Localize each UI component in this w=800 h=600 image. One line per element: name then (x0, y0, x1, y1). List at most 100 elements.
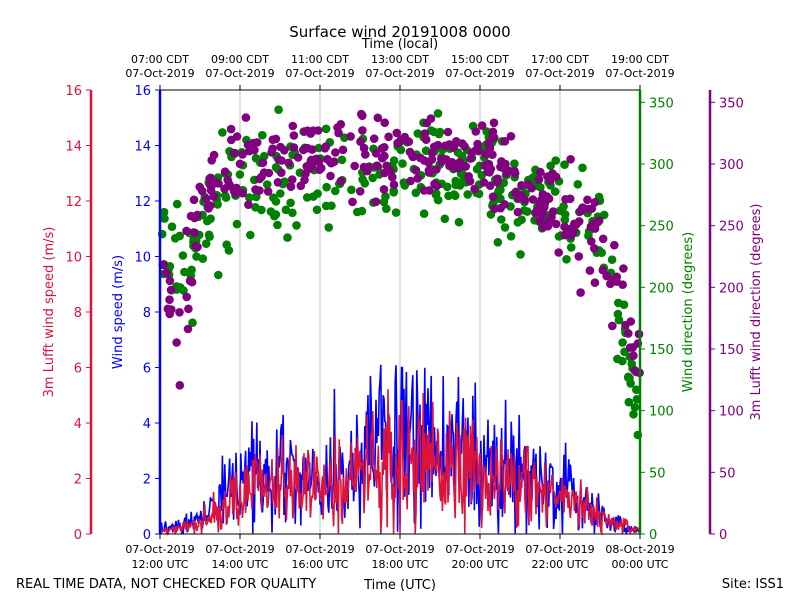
direction-point (523, 207, 532, 216)
direction-point (178, 251, 188, 260)
direction-point (324, 223, 334, 232)
wind-direction-axis-tick-label: 50 (649, 466, 666, 481)
bottom-tick-date: 07-Oct-2019 (445, 543, 514, 556)
direction-point (371, 197, 381, 206)
direction-point (608, 321, 617, 331)
direction-point (451, 180, 461, 190)
direction-point (159, 207, 169, 217)
direction-point (624, 397, 634, 407)
bottom-tick-time: 12:00 UTC (131, 558, 188, 571)
direction-point (302, 193, 312, 202)
lufft-speed-axis-tick-label: 14 (65, 140, 82, 155)
direction-point (180, 267, 189, 277)
direction-point (264, 168, 274, 178)
direction-point (277, 168, 286, 177)
direction-point (258, 130, 267, 140)
direction-point (274, 155, 283, 164)
bottom-tick-time: 22:00 UTC (531, 558, 588, 571)
direction-point (176, 283, 185, 292)
direction-point (587, 237, 596, 246)
direction-point (574, 252, 584, 261)
direction-point (268, 144, 277, 153)
direction-point (484, 139, 493, 148)
direction-point (506, 132, 516, 141)
direction-point (266, 207, 276, 216)
direction-point (189, 195, 199, 205)
top-tick-date: 07-Oct-2019 (605, 67, 674, 80)
direction-point (322, 182, 331, 192)
direction-point (454, 217, 464, 227)
wind-direction-axis-tick-label: 350 (649, 96, 674, 111)
direction-point (578, 163, 587, 173)
direction-point (321, 201, 331, 211)
direction-point (245, 146, 254, 156)
direction-point (610, 240, 619, 250)
direction-point (467, 148, 477, 157)
direction-point (574, 217, 584, 226)
direction-point (429, 142, 439, 152)
direction-point (221, 193, 231, 202)
direction-point (182, 226, 191, 236)
direction-point (358, 111, 367, 120)
direction-point (629, 351, 638, 361)
direction-point (445, 161, 454, 171)
direction-point (555, 206, 565, 215)
direction-point (501, 159, 510, 169)
direction-point (534, 175, 544, 184)
bottom-axis-label: Time (UTC) (363, 578, 436, 593)
top-tick-time: 07:00 CDT (131, 53, 189, 66)
direction-point (172, 338, 181, 347)
direction-point (422, 118, 432, 128)
direction-point (425, 186, 434, 195)
direction-point (355, 187, 365, 196)
direction-point (377, 144, 387, 153)
direction-point (165, 295, 174, 305)
direction-point (218, 128, 227, 137)
lufft-direction-axis-tick-label: 150 (719, 343, 744, 358)
direction-point (300, 175, 309, 185)
chart-title: Surface wind 20191008 0000 (289, 23, 510, 41)
direction-point (490, 204, 499, 214)
direction-point (193, 242, 202, 252)
direction-point (542, 192, 552, 201)
direction-point (380, 118, 390, 127)
direction-point (431, 190, 441, 199)
lufft-direction-axis-label: 3m Lufft wind direction (degrees) (749, 204, 764, 421)
direction-point (627, 359, 636, 369)
direction-point (286, 198, 295, 208)
wind-direction-axis-tick-label: 300 (649, 158, 674, 173)
direction-point (544, 217, 553, 227)
direction-point (183, 324, 193, 334)
direction-point (269, 193, 278, 202)
direction-point (358, 175, 367, 184)
direction-point (175, 308, 184, 317)
direction-point (184, 304, 193, 314)
direction-point (415, 153, 425, 163)
direction-point (516, 190, 526, 200)
direction-point (569, 226, 578, 236)
top-tick-time: 15:00 CDT (451, 53, 509, 66)
direction-point (258, 158, 268, 167)
direction-point (432, 165, 441, 174)
direction-point (214, 179, 223, 188)
direction-point (348, 197, 357, 207)
direction-point (288, 208, 297, 218)
direction-point (252, 138, 262, 147)
direction-point (235, 170, 245, 179)
wind-speed-axis-tick-label: 0 (143, 528, 151, 543)
direction-point (327, 158, 336, 168)
lufft-speed-axis-tick-label: 4 (74, 417, 82, 432)
lufft-direction-axis-tick-label: 100 (719, 405, 744, 420)
top-tick-date: 07-Oct-2019 (525, 67, 594, 80)
top-tick-date: 07-Oct-2019 (205, 67, 274, 80)
lufft-direction-axis-tick-label: 50 (719, 466, 736, 481)
direction-point (170, 234, 180, 243)
direction-point (346, 132, 355, 141)
direction-point (482, 127, 491, 136)
direction-point (224, 246, 234, 255)
direction-point (350, 161, 360, 171)
direction-point (359, 143, 369, 153)
direction-point (614, 298, 623, 308)
direction-point (232, 219, 242, 229)
direction-point (337, 155, 347, 165)
